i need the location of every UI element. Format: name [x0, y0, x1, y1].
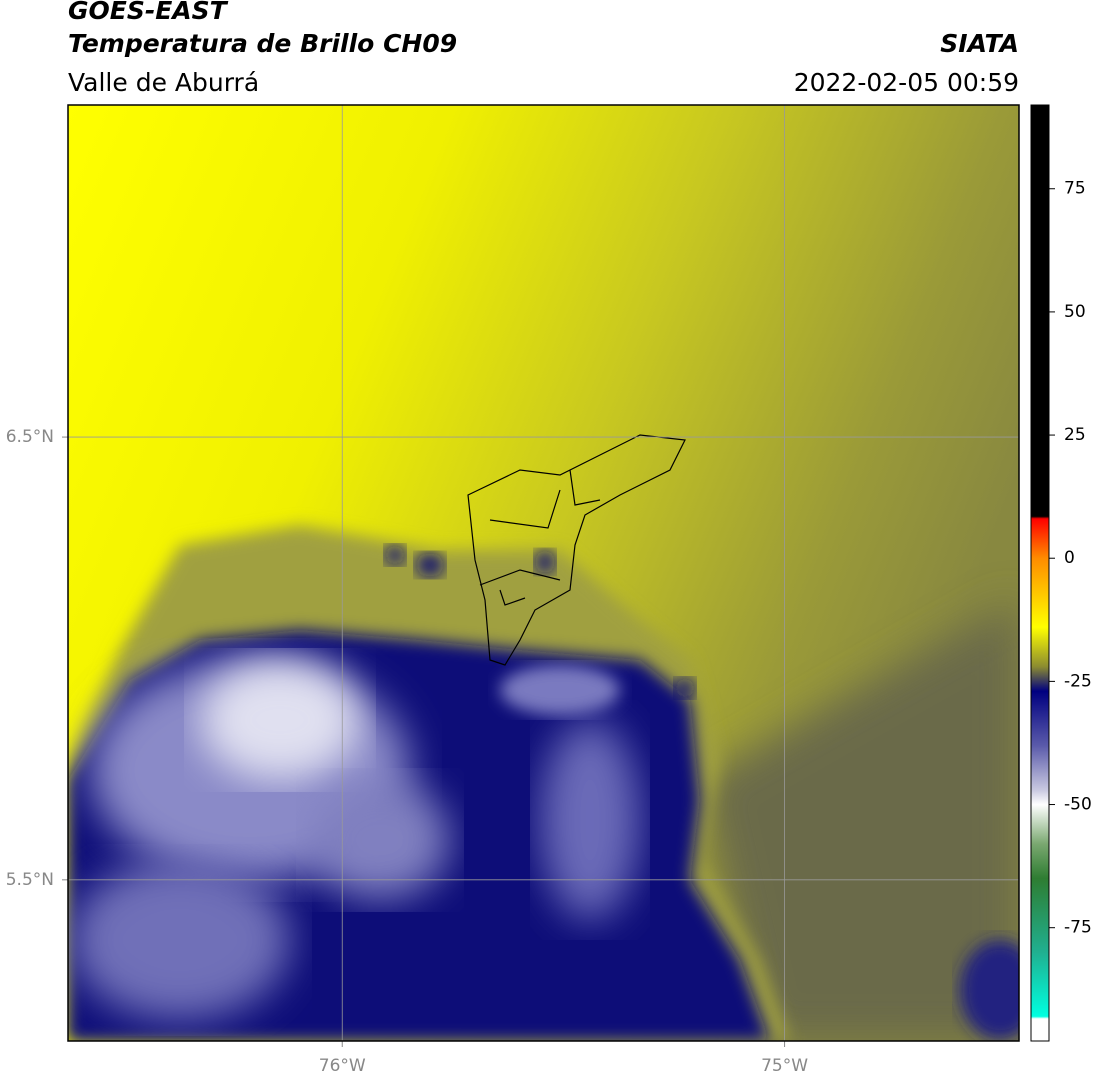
- x-tick-label: 75°W: [761, 1056, 808, 1076]
- y-tick-label: 5.5°N: [6, 870, 54, 890]
- datetime: 2022-02-05 00:59: [794, 68, 1019, 97]
- colorbar-tick-label: -75: [1064, 918, 1092, 938]
- colorbar: [1030, 104, 1050, 1042]
- colorbar-tick-label: -50: [1064, 795, 1092, 815]
- y-tick-label: 6.5°N: [6, 427, 54, 447]
- colorbar-tick-label: 0: [1064, 548, 1075, 568]
- colorbar-tick-label: 25: [1064, 425, 1086, 445]
- map-image: [68, 105, 1019, 1041]
- source: SIATA: [940, 29, 1019, 58]
- colorbar-ticks: 75 50 25 0 -25 -50 -75: [1049, 179, 1092, 938]
- graticule: [62, 105, 1019, 1047]
- x-tick-label: 76°W: [319, 1056, 366, 1076]
- subtitle: Temperatura de Brillo CH09: [68, 29, 457, 58]
- title: GOES-EAST: [68, 0, 229, 25]
- map-frame: [67, 104, 1020, 1042]
- colorbar-tick-label: 50: [1064, 302, 1086, 322]
- colorbar-tick-label: -25: [1064, 671, 1092, 691]
- colorbar-tick-label: 75: [1064, 179, 1086, 199]
- region: Valle de Aburrá: [68, 68, 259, 97]
